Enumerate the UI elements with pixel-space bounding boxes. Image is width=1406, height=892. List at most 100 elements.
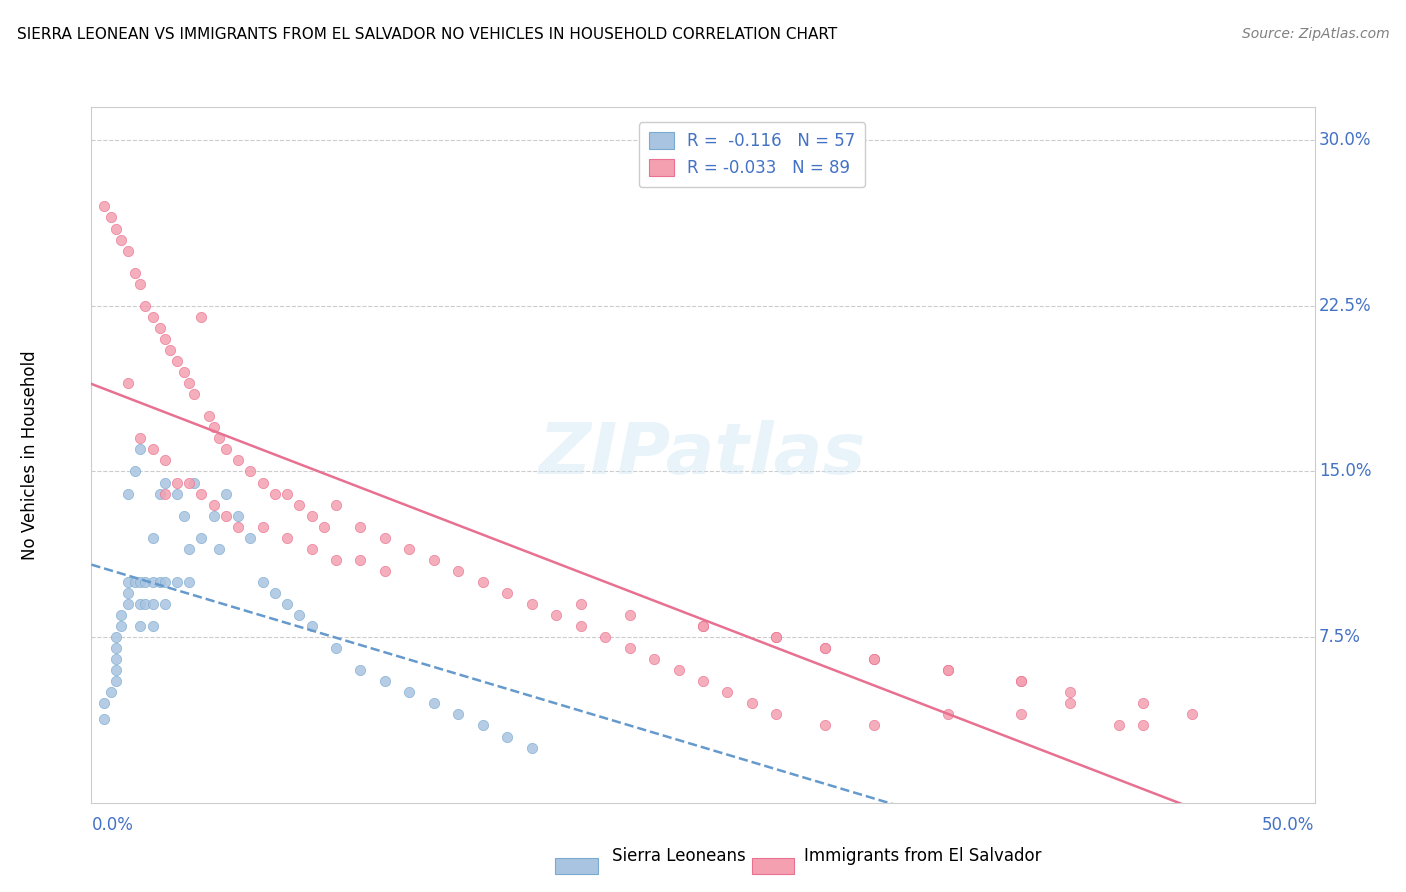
Point [496, 730, 519, 744]
Point [129, 597, 152, 611]
Point [129, 431, 152, 445]
Point [153, 486, 176, 500]
Point [814, 718, 837, 732]
Text: No Vehicles in Household: No Vehicles in Household [21, 350, 39, 560]
Point [166, 354, 188, 368]
Point [471, 574, 494, 589]
Point [1010, 674, 1032, 689]
Point [100, 685, 122, 699]
Point [202, 498, 225, 512]
Point [149, 321, 172, 335]
Point [239, 531, 262, 545]
Point [117, 244, 139, 258]
Point [129, 619, 152, 633]
Point [190, 486, 212, 500]
Point [141, 597, 163, 611]
Point [226, 453, 249, 467]
Point [765, 707, 787, 722]
Point [936, 663, 959, 677]
Point [207, 431, 229, 445]
Point [141, 619, 163, 633]
Point [190, 531, 212, 545]
Point [134, 299, 156, 313]
Point [117, 597, 139, 611]
Point [447, 564, 470, 578]
Text: SIERRA LEONEAN VS IMMIGRANTS FROM EL SALVADOR NO VEHICLES IN HOUSEHOLD CORRELATI: SIERRA LEONEAN VS IMMIGRANTS FROM EL SAL… [17, 27, 837, 42]
Text: 22.5%: 22.5% [1319, 297, 1371, 315]
Point [215, 486, 238, 500]
Point [141, 531, 163, 545]
Point [226, 508, 249, 523]
Point [141, 310, 163, 324]
Point [207, 541, 229, 556]
Point [117, 486, 139, 500]
Point [471, 718, 494, 732]
Point [104, 674, 127, 689]
Text: Sierra Leoneans: Sierra Leoneans [612, 847, 745, 865]
Point [276, 597, 298, 611]
Point [93, 697, 115, 711]
Point [264, 486, 287, 500]
Text: ZIPatlas: ZIPatlas [540, 420, 866, 490]
Point [93, 199, 115, 213]
Point [202, 508, 225, 523]
Point [312, 519, 335, 533]
Point [276, 531, 298, 545]
Point [619, 608, 641, 623]
Point [692, 619, 714, 633]
Point [215, 508, 238, 523]
Text: Source: ZipAtlas.com: Source: ZipAtlas.com [1241, 27, 1389, 41]
Point [149, 486, 172, 500]
Point [252, 519, 274, 533]
Point [198, 409, 221, 424]
Point [619, 641, 641, 656]
Point [546, 608, 568, 623]
Point [93, 712, 115, 726]
Point [349, 663, 371, 677]
Point [1132, 718, 1154, 732]
Point [124, 574, 146, 589]
Point [215, 442, 238, 457]
Text: 0.0%: 0.0% [91, 816, 134, 834]
Point [264, 586, 287, 600]
Point [117, 376, 139, 391]
Point [569, 619, 592, 633]
Point [141, 442, 163, 457]
Point [104, 221, 127, 235]
Point [110, 608, 132, 623]
Point [423, 697, 446, 711]
Point [863, 652, 886, 666]
Point [149, 574, 172, 589]
Point [692, 619, 714, 633]
Point [124, 465, 146, 479]
Point [179, 574, 201, 589]
Point [692, 674, 714, 689]
Point [183, 387, 205, 401]
Point [593, 630, 616, 644]
Point [239, 465, 262, 479]
Point [110, 233, 132, 247]
Point [398, 685, 420, 699]
Point [374, 674, 396, 689]
Point [173, 365, 195, 379]
Point [129, 442, 152, 457]
Point [1108, 718, 1130, 732]
Point [301, 619, 323, 633]
Point [129, 277, 152, 291]
Point [179, 475, 201, 490]
Point [183, 475, 205, 490]
Point [765, 630, 787, 644]
Point [104, 641, 127, 656]
Point [166, 486, 188, 500]
Point [110, 619, 132, 633]
Point [153, 475, 176, 490]
Point [1059, 685, 1081, 699]
Point [325, 498, 347, 512]
Point [398, 541, 420, 556]
Point [288, 608, 311, 623]
Point [100, 211, 122, 225]
Point [288, 498, 311, 512]
Point [325, 641, 347, 656]
Point [863, 718, 886, 732]
Point [153, 574, 176, 589]
